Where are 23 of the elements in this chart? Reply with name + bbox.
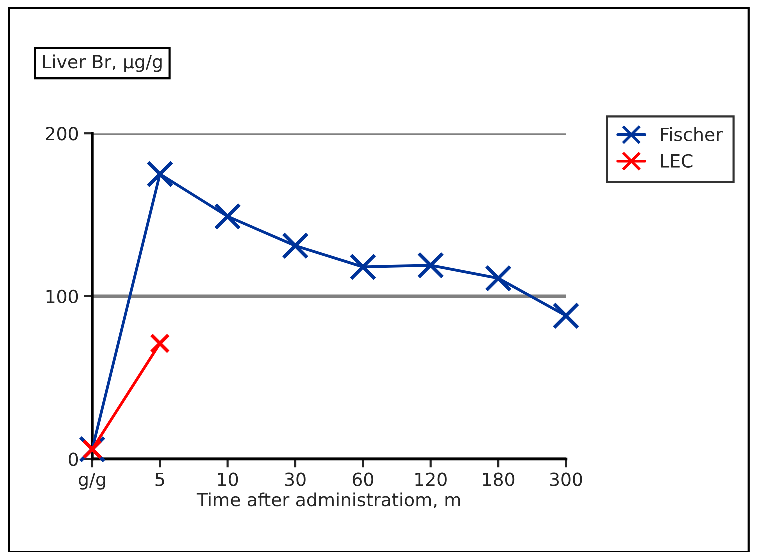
y-tick-label: 100: [46, 290, 78, 304]
point: [485, 264, 512, 292]
x-tick-label: 60: [352, 472, 374, 486]
point: [150, 334, 170, 354]
x-tick-label: g/g: [78, 473, 106, 490]
point: [552, 302, 580, 330]
point: [417, 252, 444, 280]
point: [282, 232, 310, 260]
legend-label: LEC: [661, 154, 693, 168]
x-tick-label: 10: [218, 472, 238, 486]
y-axis-title: Liver Br, μg/g: [43, 54, 162, 72]
x-tick-label: 300: [550, 472, 582, 486]
y-tick-label: 200: [46, 127, 78, 141]
point: [350, 254, 377, 281]
x-tick-label: 120: [416, 472, 447, 486]
x-tick-label: 5: [156, 473, 164, 486]
legend-label: Fischer: [661, 128, 723, 142]
x-axis-title: Time after administratiom, m: [196, 492, 460, 509]
x-tick-label: 180: [483, 472, 515, 486]
point: [146, 160, 174, 188]
y-tick-label: 0: [68, 452, 78, 466]
x-tick-label: 30: [285, 472, 306, 486]
point: [214, 203, 242, 230]
